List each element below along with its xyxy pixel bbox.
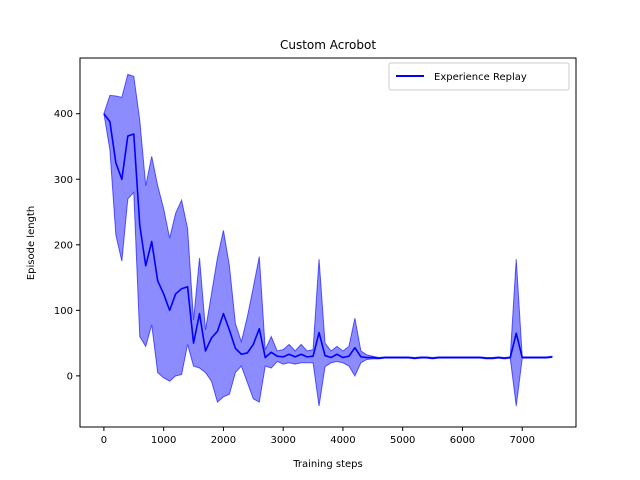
y-tick-label: 100 (54, 306, 73, 317)
x-tick-label: 7000 (509, 435, 534, 446)
x-tick-label: 4000 (330, 435, 355, 446)
x-tick-label: 1000 (151, 435, 176, 446)
plot-area (103, 73, 553, 407)
y-tick-label: 400 (54, 109, 73, 120)
x-tick-label: 5000 (390, 435, 415, 446)
series-line (103, 113, 553, 359)
y-axis-label: Episode length (26, 206, 37, 280)
chart-title: Custom Acrobot (280, 38, 376, 52)
legend-label: Experience Replay (434, 72, 527, 83)
y-tick-label: 300 (54, 175, 73, 186)
legend-box (388, 62, 570, 91)
y-axis: 0 100 200 300 400 (54, 109, 80, 382)
x-tick-label: 0 (101, 435, 107, 446)
legend: Experience Replay (388, 62, 570, 91)
y-tick-label: 200 (54, 240, 73, 251)
x-axis-label: Training steps (292, 459, 362, 470)
x-axis: 0 1000 2000 3000 4000 5000 6000 7000 (101, 427, 535, 446)
axes-frame (79, 57, 577, 428)
x-tick-label: 3000 (270, 435, 295, 446)
x-tick-label: 2000 (211, 435, 236, 446)
x-tick-label: 6000 (450, 435, 475, 446)
y-tick-label: 0 (67, 371, 73, 382)
